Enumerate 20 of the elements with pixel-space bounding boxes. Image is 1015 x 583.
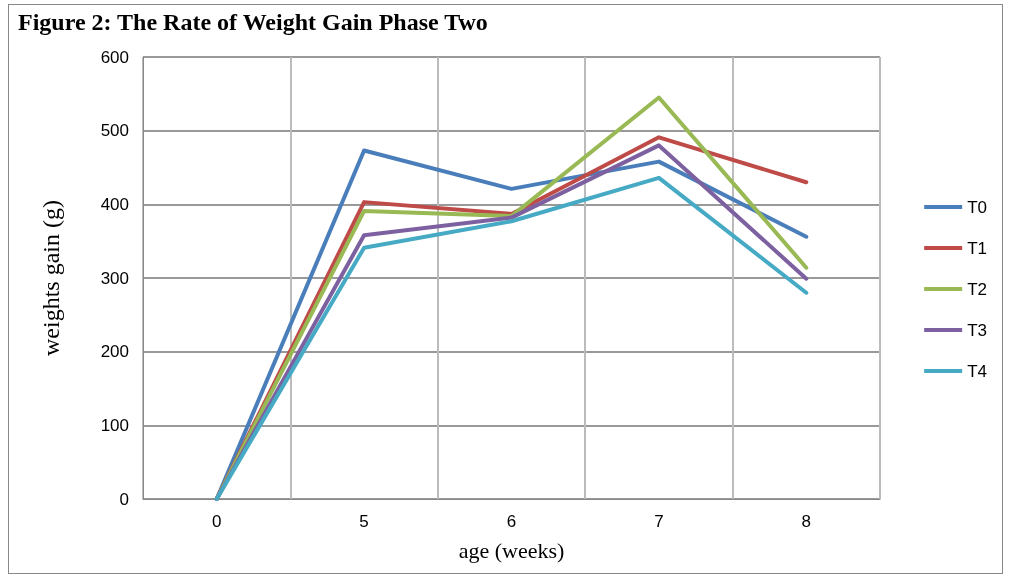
x-axis-title: age (weeks)	[458, 537, 565, 563]
x-tick-label: 5	[359, 512, 369, 531]
y-tick-label: 500	[100, 121, 129, 141]
legend-label: T2	[967, 279, 987, 299]
legend-label: T4	[967, 361, 987, 381]
chart-title: Figure 2: The Rate of Weight Gain Phase Two	[18, 9, 488, 35]
y-tick-label: 300	[100, 268, 129, 288]
y-tick-label: 400	[100, 194, 129, 214]
x-tick-label: 0	[211, 512, 222, 531]
x-tick-label: 8	[801, 512, 812, 531]
legend-label: T1	[967, 238, 987, 258]
legend-label: T3	[967, 320, 987, 340]
y-tick-label: 0	[119, 489, 129, 509]
y-tick-label: 200	[100, 342, 129, 362]
x-tick-label: 7	[654, 512, 664, 531]
x-tick-label: 6	[506, 512, 517, 531]
y-tick-label: 600	[100, 47, 129, 67]
y-tick-label: 100	[100, 415, 129, 435]
legend-label: T0	[967, 197, 987, 217]
y-axis-title: weights gain (g)	[38, 200, 64, 356]
